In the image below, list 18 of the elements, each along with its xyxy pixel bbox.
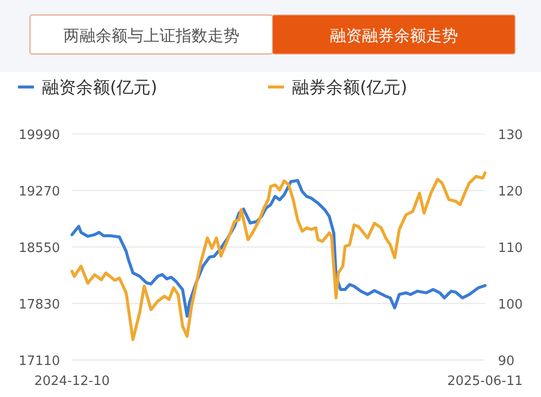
y-tick-label: 17110 <box>18 354 60 369</box>
legend-label: 融券余额(亿元) <box>292 78 408 98</box>
legend-label: 融资余额(亿元) <box>42 78 158 98</box>
y-tick-label: 17830 <box>18 298 60 312</box>
y2-tick-label: 90 <box>498 354 515 369</box>
y2-tick-label: 120 <box>498 184 523 200</box>
y-tick-label: 19270 <box>18 184 60 200</box>
x-tick-label: 2024-12-10 <box>34 374 110 389</box>
y2-tick-label: 130 <box>498 128 523 143</box>
legend-item: 融资余额(亿元) <box>18 78 158 98</box>
legend-item: 融券余额(亿元) <box>268 78 408 98</box>
y2-tick-label: 100 <box>498 298 523 312</box>
tab: 两融余额与上证指数走势 <box>30 14 273 54</box>
y2-tick-label: 110 <box>498 241 523 256</box>
tab: 融资融券余额走势 <box>272 14 516 54</box>
y-tick-label: 18550 <box>18 241 60 256</box>
y-tick-label: 19990 <box>18 128 60 143</box>
x-tick-label: 2025-06-11 <box>447 374 523 389</box>
